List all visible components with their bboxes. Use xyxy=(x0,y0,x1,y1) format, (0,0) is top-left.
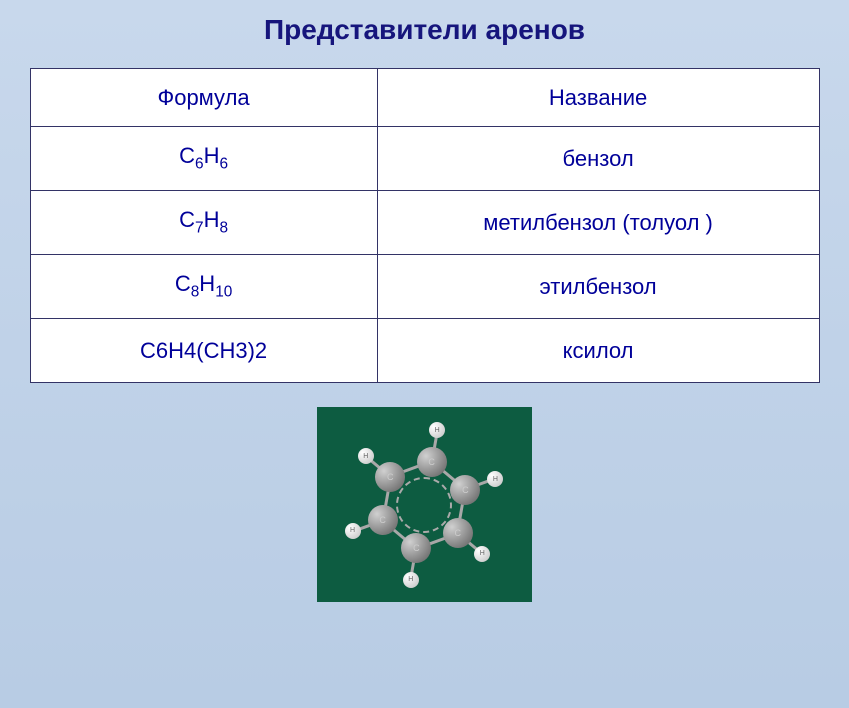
carbon-atom: C xyxy=(368,505,398,535)
header-formula: Формула xyxy=(30,69,377,127)
carbon-atom: C xyxy=(375,462,405,492)
hydrogen-atom: H xyxy=(345,523,361,539)
table-row: C8H10этилбензол xyxy=(30,255,819,319)
hydrogen-atom: H xyxy=(403,572,419,588)
carbon-atom: C xyxy=(443,518,473,548)
hydrogen-atom: H xyxy=(474,546,490,562)
arenes-table: Формула Название C6H6бензолC7H8метилбенз… xyxy=(30,68,820,383)
aromatic-ring xyxy=(396,477,452,533)
carbon-atom: C xyxy=(417,447,447,477)
hydrogen-atom: H xyxy=(487,471,503,487)
cell-name: бензол xyxy=(377,127,819,191)
header-name: Название xyxy=(377,69,819,127)
cell-formula: C6H6 xyxy=(30,127,377,191)
cell-formula: C6H4(CH3)2 xyxy=(30,319,377,383)
slide-title: Представители аренов xyxy=(0,0,849,60)
slide-title-text: Представители аренов xyxy=(264,14,585,45)
cell-name: этилбензол xyxy=(377,255,819,319)
cell-name: ксилол xyxy=(377,319,819,383)
table-row: C6H4(CH3)2ксилол xyxy=(30,319,819,383)
carbon-atom: C xyxy=(401,533,431,563)
benzene-molecule: CCCCCCHHHHHH xyxy=(317,407,532,602)
cell-name: метилбензол (толуол ) xyxy=(377,191,819,255)
cell-formula: C7H8 xyxy=(30,191,377,255)
carbon-atom: C xyxy=(450,475,480,505)
hydrogen-atom: H xyxy=(358,448,374,464)
molecule-container: CCCCCCHHHHHH xyxy=(0,407,849,602)
cell-formula: C8H10 xyxy=(30,255,377,319)
table-row: C6H6бензол xyxy=(30,127,819,191)
hydrogen-atom: H xyxy=(429,422,445,438)
table-header-row: Формула Название xyxy=(30,69,819,127)
table-body: C6H6бензолC7H8метилбензол (толуол )C8H10… xyxy=(30,127,819,383)
table-row: C7H8метилбензол (толуол ) xyxy=(30,191,819,255)
